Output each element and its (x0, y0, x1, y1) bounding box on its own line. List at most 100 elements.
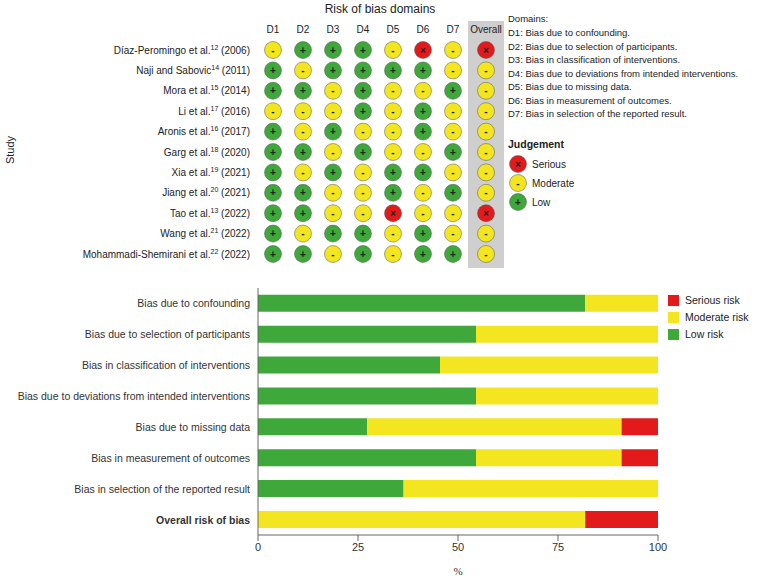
svg-text:+: + (270, 249, 276, 260)
svg-text:-: - (331, 106, 334, 117)
svg-text:Mohammadi-Shemirani et al.22 (: Mohammadi-Shemirani et al.22 (2022) (83, 248, 250, 260)
svg-text:+: + (270, 167, 276, 178)
svg-text:Bias in selection of the repor: Bias in selection of the reported result (74, 483, 250, 495)
svg-text:+: + (515, 197, 521, 208)
svg-text:-: - (331, 249, 334, 260)
svg-text:+: + (300, 208, 306, 219)
svg-text:+: + (420, 249, 426, 260)
svg-text:-: - (516, 178, 519, 189)
svg-text:Bias in classification of inte: Bias in classification of interventions (82, 359, 250, 371)
svg-text:%: % (453, 565, 462, 577)
svg-text:-: - (301, 167, 304, 178)
svg-text:D6: Bias in measurement of out: D6: Bias in measurement of outcomes. (508, 95, 672, 106)
svg-text:-: - (361, 187, 364, 198)
svg-text:D1: D1 (267, 24, 280, 35)
svg-text:-: - (301, 228, 304, 239)
svg-text:+: + (420, 126, 426, 137)
svg-text:+: + (390, 167, 396, 178)
svg-text:-: - (331, 187, 334, 198)
svg-text:-: - (391, 249, 394, 260)
svg-text:75: 75 (552, 541, 564, 553)
svg-text:-: - (391, 147, 394, 158)
svg-text:+: + (450, 85, 456, 96)
svg-text:D3: D3 (327, 24, 340, 35)
svg-text:+: + (420, 167, 426, 178)
svg-text:-: - (391, 106, 394, 117)
svg-text:0: 0 (255, 541, 261, 553)
svg-text:-: - (451, 167, 454, 178)
svg-text:D2: D2 (297, 24, 310, 35)
svg-text:+: + (270, 147, 276, 158)
svg-text:Low: Low (532, 197, 551, 208)
svg-text:-: - (301, 106, 304, 117)
svg-text:+: + (330, 45, 336, 56)
svg-text:-: - (331, 85, 334, 96)
svg-text:-: - (391, 85, 394, 96)
svg-text:50: 50 (452, 541, 464, 553)
svg-text:+: + (360, 65, 366, 76)
svg-text:Wang et al.21 (2022): Wang et al.21 (2022) (160, 227, 250, 239)
svg-text:+: + (270, 65, 276, 76)
svg-text:Moderate: Moderate (532, 178, 575, 189)
svg-text:-: - (421, 147, 424, 158)
svg-text:Aronis et al.16 (2017): Aronis et al.16 (2017) (158, 125, 250, 137)
svg-text:-: - (391, 126, 394, 137)
svg-text:+: + (360, 45, 366, 56)
svg-text:D4: D4 (357, 24, 370, 35)
svg-text:D2: Bias due to selection of p: D2: Bias due to selection of participant… (508, 41, 678, 52)
svg-text:+: + (450, 249, 456, 260)
svg-text:-: - (361, 126, 364, 137)
svg-text:+: + (450, 187, 456, 198)
svg-text:Mora et al.15 (2014): Mora et al.15 (2014) (163, 84, 250, 96)
svg-text:+: + (420, 228, 426, 239)
svg-text:-: - (301, 126, 304, 137)
svg-text:+: + (270, 85, 276, 96)
svg-text:-: - (331, 147, 334, 158)
svg-text:+: + (420, 65, 426, 76)
svg-text:-: - (421, 85, 424, 96)
svg-text:+: + (330, 126, 336, 137)
svg-text:×: × (515, 159, 521, 170)
svg-text:D1: Bias due to confounding.: D1: Bias due to confounding. (508, 27, 630, 38)
svg-text:D4: Bias due to deviations fro: D4: Bias due to deviations from intended… (508, 68, 738, 79)
svg-text:-: - (451, 208, 454, 219)
svg-text:Risk of bias domains: Risk of bias domains (325, 2, 436, 16)
svg-text:+: + (300, 85, 306, 96)
svg-text:-: - (484, 228, 487, 239)
svg-text:-: - (451, 126, 454, 137)
svg-text:-: - (271, 106, 274, 117)
svg-text:+: + (360, 228, 366, 239)
svg-text:-: - (391, 228, 394, 239)
svg-text:D5: Bias due to missing data.: D5: Bias due to missing data. (508, 81, 632, 92)
svg-text:+: + (360, 249, 366, 260)
svg-text:Domains:: Domains: (508, 13, 548, 24)
svg-text:+: + (300, 147, 306, 158)
svg-text:Li et al.17 (2016): Li et al.17 (2016) (178, 105, 250, 117)
svg-text:Xia et al.19 (2021): Xia et al.19 (2021) (172, 166, 250, 178)
svg-text:-: - (484, 126, 487, 137)
svg-text:D7: D7 (447, 24, 460, 35)
svg-text:-: - (331, 208, 334, 219)
svg-text:-: - (361, 167, 364, 178)
svg-text:Tao et al.13 (2022): Tao et al.13 (2022) (170, 207, 250, 219)
svg-text:×: × (483, 45, 489, 56)
svg-text:-: - (391, 45, 394, 56)
svg-text:100: 100 (649, 541, 667, 553)
svg-text:+: + (420, 106, 426, 117)
svg-text:-: - (271, 45, 274, 56)
svg-text:+: + (390, 187, 396, 198)
svg-text:Overall: Overall (470, 24, 502, 35)
svg-text:Serious: Serious (532, 159, 566, 170)
svg-text:D6: D6 (417, 24, 430, 35)
svg-text:-: - (451, 106, 454, 117)
svg-text:+: + (270, 208, 276, 219)
svg-text:Díaz-Peromingo et al.12 (2006): Díaz-Peromingo et al.12 (2006) (114, 44, 250, 56)
svg-text:-: - (451, 45, 454, 56)
svg-text:-: - (361, 208, 364, 219)
svg-text:Bias due to confounding: Bias due to confounding (137, 297, 250, 309)
svg-text:-: - (484, 147, 487, 158)
svg-text:-: - (301, 65, 304, 76)
svg-text:Bias due to missing data: Bias due to missing data (136, 421, 251, 433)
svg-text:-: - (484, 85, 487, 96)
svg-text:+: + (270, 228, 276, 239)
